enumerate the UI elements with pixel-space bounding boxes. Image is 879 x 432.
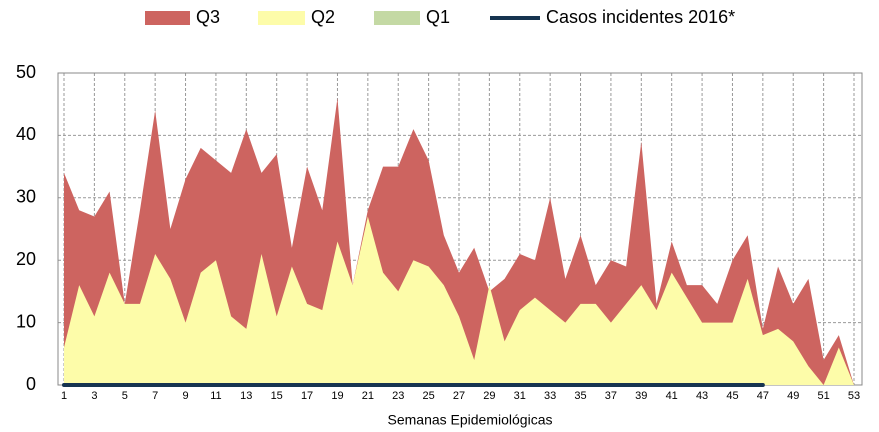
y-tick-label: 0 bbox=[26, 374, 36, 394]
x-tick-label: 27 bbox=[453, 390, 465, 402]
x-tick-label: 29 bbox=[483, 390, 495, 402]
x-tick-label: 51 bbox=[817, 390, 829, 402]
legend-swatch bbox=[258, 11, 305, 25]
x-tick-label: 25 bbox=[422, 390, 434, 402]
legend-label: Q3 bbox=[196, 7, 220, 27]
x-tick-label: 31 bbox=[514, 390, 526, 402]
x-tick-label: 3 bbox=[91, 390, 97, 402]
x-tick-label: 13 bbox=[240, 390, 252, 402]
x-tick-label: 9 bbox=[182, 390, 188, 402]
x-tick-label: 5 bbox=[122, 390, 128, 402]
legend-label: Q1 bbox=[426, 7, 450, 27]
y-tick-label: 40 bbox=[16, 124, 36, 144]
x-tick-label: 49 bbox=[787, 390, 799, 402]
x-tick-label: 21 bbox=[362, 390, 374, 402]
area bbox=[64, 216, 854, 385]
x-tick-label: 47 bbox=[757, 390, 769, 402]
x-tick-label: 11 bbox=[210, 390, 221, 402]
legend-label: Q2 bbox=[311, 7, 335, 27]
x-tick-label: 53 bbox=[848, 390, 860, 402]
x-tick-label: 1 bbox=[61, 390, 67, 402]
y-tick-label: 50 bbox=[16, 62, 36, 82]
x-tick-label: 15 bbox=[271, 390, 283, 402]
legend-swatch bbox=[374, 11, 420, 25]
x-tick-label: 17 bbox=[301, 390, 313, 402]
x-tick-label: 7 bbox=[152, 390, 158, 402]
x-tick-label: 19 bbox=[331, 390, 343, 402]
x-tick-label: 33 bbox=[544, 390, 556, 402]
x-tick-label: 23 bbox=[392, 390, 404, 402]
legend-swatch bbox=[145, 11, 190, 25]
x-tick-label: 39 bbox=[635, 390, 647, 402]
y-tick-label: 30 bbox=[16, 187, 36, 207]
x-tick-label: 43 bbox=[696, 390, 708, 402]
y-tick-label: 20 bbox=[16, 249, 36, 269]
x-tick-label: 45 bbox=[726, 390, 738, 402]
x-tick-label: 35 bbox=[574, 390, 586, 402]
x-tick-label: 37 bbox=[605, 390, 617, 402]
y-tick-label: 10 bbox=[16, 311, 36, 331]
x-axis-title: Semanas Epidemiológicas bbox=[388, 412, 553, 428]
x-tick-label: 41 bbox=[666, 390, 678, 402]
legend-label: Casos incidentes 2016* bbox=[546, 7, 735, 27]
